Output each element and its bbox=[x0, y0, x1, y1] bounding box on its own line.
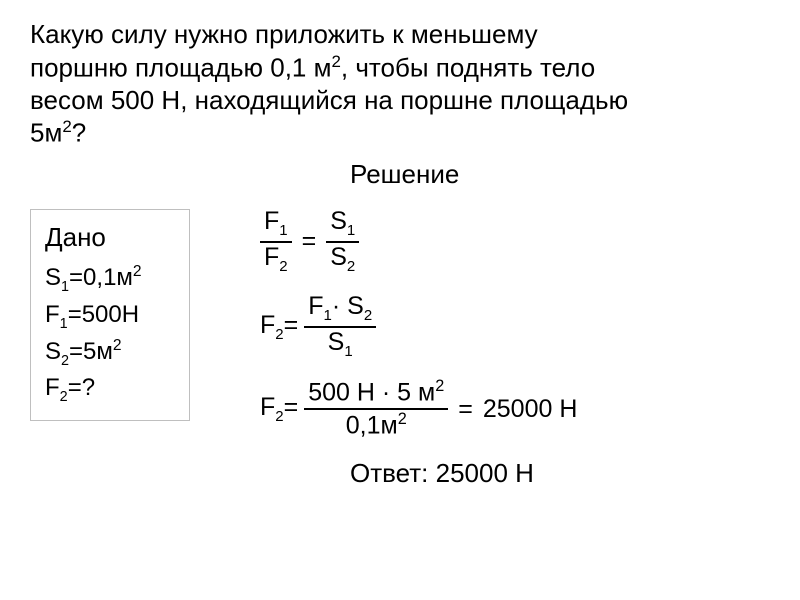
problem-line2a: поршню площадью 0,1 м bbox=[30, 52, 331, 82]
problem-line1: Какую силу нужно приложить к меньшему bbox=[30, 19, 538, 49]
equation-1: F1 F2 = S1 S2 bbox=[260, 208, 770, 275]
solution-block: Решение F1 F2 = S1 S2 F2= F1· S2 bbox=[190, 159, 770, 489]
given-s1: S1=0,1м2 bbox=[45, 261, 171, 298]
given-f1: F1=500Н bbox=[45, 298, 171, 335]
given-f2: F2=? bbox=[45, 371, 171, 408]
eq1-right-frac: S1 S2 bbox=[326, 208, 359, 275]
eq3-lhs: F2= bbox=[260, 393, 298, 425]
eq2-lhs: F2= bbox=[260, 311, 298, 343]
solution-title: Решение bbox=[350, 159, 770, 190]
answer-value: 25000 Н bbox=[436, 458, 534, 488]
eq2-frac: F1· S2 S1 bbox=[304, 293, 376, 360]
eq1-left-frac: F1 F2 bbox=[260, 208, 292, 275]
equation-2: F2= F1· S2 S1 bbox=[260, 293, 770, 360]
equation-3: F2= 500 Н · 5 м2 0,1м2 = 25000 Н bbox=[260, 378, 770, 440]
eq1-equals: = bbox=[302, 227, 317, 256]
physics-problem-page: Какую силу нужно приложить к меньшему по… bbox=[0, 0, 800, 600]
eq3-result: 25000 Н bbox=[483, 395, 578, 424]
answer-line: Ответ: 25000 Н bbox=[350, 458, 770, 489]
answer-label: Ответ: bbox=[350, 458, 436, 488]
given-s2: S2=5м2 bbox=[45, 335, 171, 372]
eq3-equals: = bbox=[458, 395, 473, 424]
eq3-frac: 500 Н · 5 м2 0,1м2 bbox=[304, 378, 448, 440]
problem-line4a: 5м bbox=[30, 118, 62, 148]
problem-line2-sup: 2 bbox=[331, 52, 340, 71]
given-box: Дано S1=0,1м2 F1=500Н S2=5м2 F2=? bbox=[30, 209, 190, 421]
given-title: Дано bbox=[45, 222, 171, 253]
problem-statement: Какую силу нужно приложить к меньшему по… bbox=[30, 18, 770, 149]
content-columns: Дано S1=0,1м2 F1=500Н S2=5м2 F2=? Решени… bbox=[30, 159, 770, 489]
problem-line3: весом 500 Н, находящийся на поршне площа… bbox=[30, 85, 628, 115]
problem-line4-sup: 2 bbox=[62, 117, 71, 136]
problem-line4b: ? bbox=[72, 118, 86, 148]
problem-line2b: , чтобы поднять тело bbox=[341, 52, 595, 82]
